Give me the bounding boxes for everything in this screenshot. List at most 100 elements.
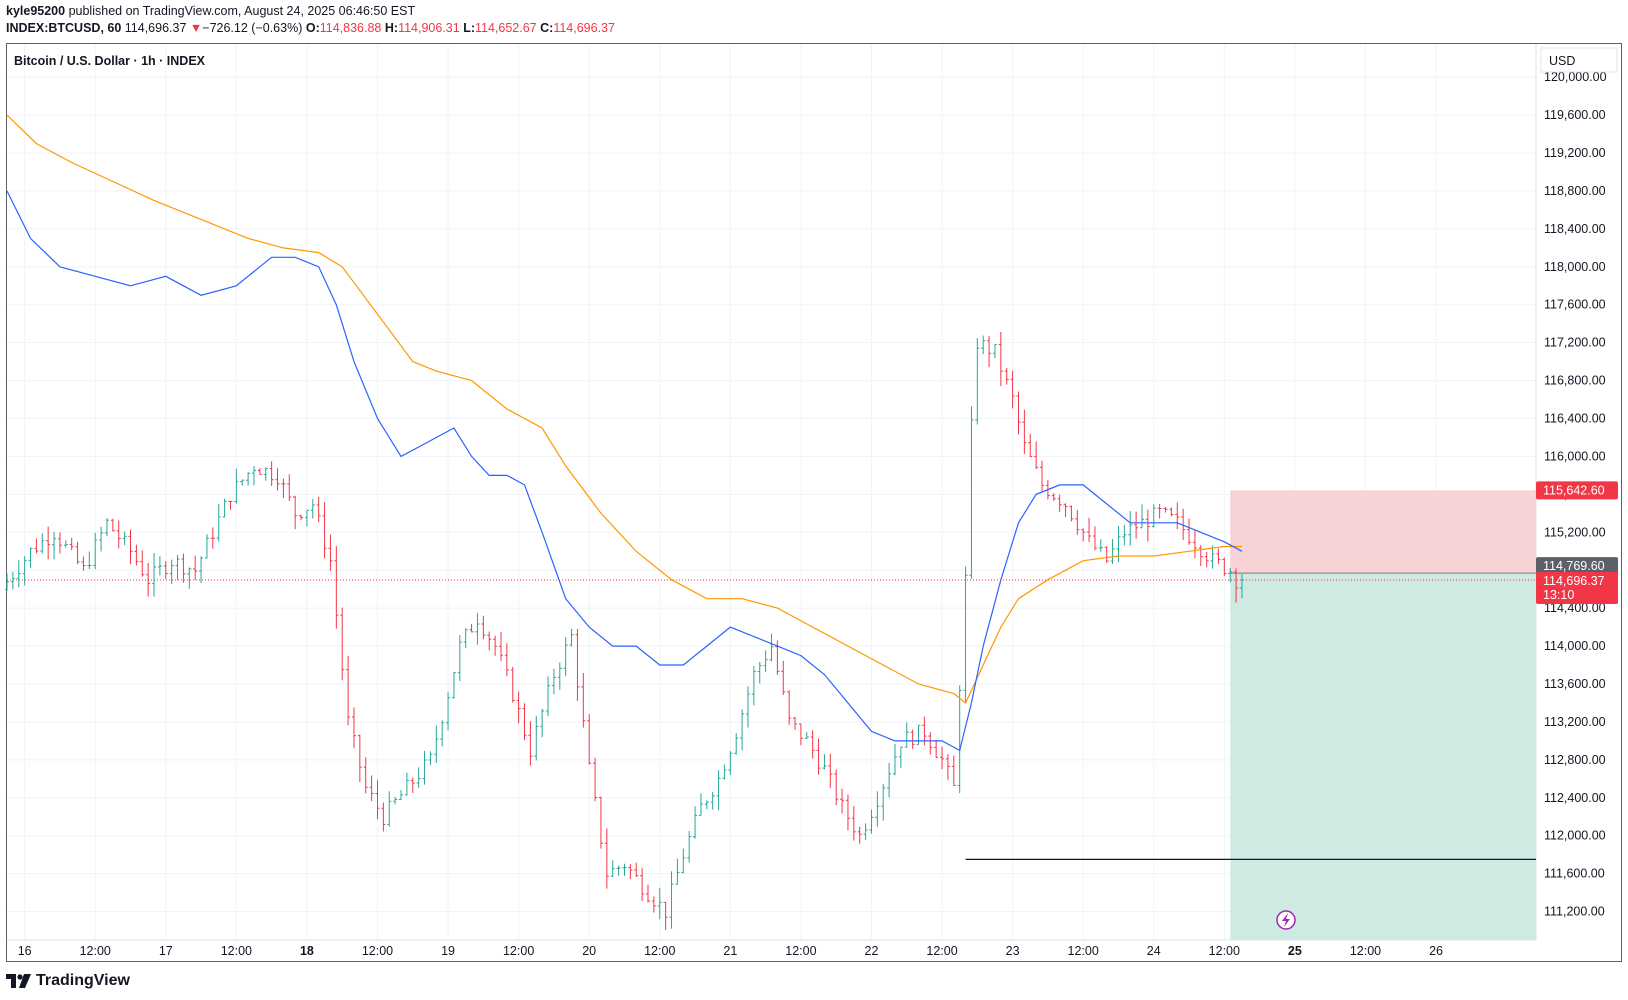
candle-down[interactable] [1081, 528, 1086, 542]
candle-down[interactable] [193, 555, 198, 580]
candle-down[interactable] [781, 660, 786, 695]
candle-up[interactable] [904, 722, 909, 748]
candle-up[interactable] [704, 800, 709, 810]
candle-down[interactable] [275, 468, 280, 491]
candle-down[interactable] [1034, 441, 1039, 470]
candle-down[interactable] [628, 864, 633, 879]
candle-down[interactable] [228, 500, 233, 510]
candle-down[interactable] [798, 723, 803, 746]
candle-down[interactable] [510, 666, 515, 703]
candle-up[interactable] [763, 650, 768, 673]
candle-down[interactable] [75, 541, 80, 565]
candle-up[interactable] [40, 533, 45, 554]
candle-down[interactable] [598, 796, 603, 849]
candle-down[interactable] [469, 623, 474, 633]
candle-up[interactable] [869, 809, 874, 834]
currency-button[interactable] [1540, 47, 1618, 73]
candle-up[interactable] [892, 744, 897, 776]
candle-up[interactable] [916, 724, 921, 745]
candle-up[interactable] [716, 770, 721, 811]
candle-up[interactable] [769, 633, 774, 662]
candle-up[interactable] [1110, 538, 1115, 564]
candle-up[interactable] [99, 526, 104, 552]
candle-down[interactable] [134, 544, 139, 566]
candle-down[interactable] [593, 757, 598, 802]
candle-up[interactable] [240, 479, 245, 486]
candle-down[interactable] [34, 538, 39, 554]
candle-down[interactable] [1069, 505, 1074, 522]
candle-down[interactable] [634, 862, 639, 878]
candle-down[interactable] [840, 788, 845, 814]
candle-up[interactable] [693, 806, 698, 839]
candle-up[interactable] [757, 661, 762, 684]
candle-down[interactable] [604, 828, 609, 889]
candle-up[interactable] [863, 823, 868, 840]
candle-down[interactable] [498, 631, 503, 662]
candle-up[interactable] [751, 666, 756, 706]
candle-up[interactable] [434, 725, 439, 763]
candle-up[interactable] [399, 790, 404, 800]
candle-down[interactable] [1216, 548, 1221, 564]
candle-up[interactable] [87, 551, 92, 570]
candle-up[interactable] [975, 337, 980, 425]
alert-bolt-icon[interactable] [1276, 910, 1296, 930]
candle-down[interactable] [1234, 568, 1239, 603]
candle-up[interactable] [169, 559, 174, 585]
candle-down[interactable] [998, 331, 1003, 387]
candle-up[interactable] [22, 556, 27, 586]
candle-down[interactable] [951, 755, 956, 786]
candle-up[interactable] [992, 343, 997, 359]
candle-down[interactable] [1063, 503, 1068, 518]
candle-down[interactable] [1187, 518, 1192, 545]
candle-up[interactable] [246, 472, 251, 486]
candle-down[interactable] [322, 502, 327, 559]
candle-down[interactable] [828, 753, 833, 789]
candle-down[interactable] [57, 532, 62, 554]
candle-up[interactable] [1139, 504, 1144, 529]
candle-down[interactable] [945, 754, 950, 780]
candle-down[interactable] [834, 769, 839, 806]
candle-up[interactable] [1128, 511, 1133, 546]
candle-down[interactable] [281, 478, 286, 499]
candle-down[interactable] [504, 643, 509, 677]
candle-down[interactable] [1163, 506, 1168, 513]
candle-down[interactable] [410, 777, 415, 794]
candle-down[interactable] [81, 556, 86, 571]
candle-up[interactable] [1210, 545, 1215, 569]
candle-down[interactable] [816, 738, 821, 775]
candle-up[interactable] [152, 552, 157, 597]
candle-up[interactable] [16, 560, 21, 588]
candle-down[interactable] [140, 550, 145, 577]
candle-up[interactable] [5, 573, 9, 591]
candle-up[interactable] [234, 468, 239, 504]
candle-down[interactable] [1181, 508, 1186, 540]
candle-down[interactable] [928, 732, 933, 755]
candle-up[interactable] [28, 547, 33, 568]
candle-down[interactable] [1075, 509, 1080, 535]
candle-up[interactable] [463, 628, 468, 649]
candle-up[interactable] [957, 685, 962, 794]
candle-up[interactable] [199, 556, 204, 584]
candle-down[interactable] [375, 780, 380, 820]
candle-down[interactable] [651, 896, 656, 913]
candle-up[interactable] [887, 762, 892, 798]
reward-zone[interactable] [1230, 573, 1536, 940]
candle-down[interactable] [346, 655, 351, 726]
candle-down[interactable] [1040, 460, 1045, 492]
candle-down[interactable] [1028, 433, 1033, 458]
candle-down[interactable] [1051, 493, 1056, 502]
candle-down[interactable] [357, 734, 362, 782]
candle-down[interactable] [522, 703, 527, 741]
candle-down[interactable] [1057, 494, 1062, 513]
candle-up[interactable] [622, 863, 627, 876]
candle-up[interactable] [728, 751, 733, 776]
candle-down[interactable] [340, 607, 345, 681]
candle-up[interactable] [1098, 539, 1103, 552]
candle-up[interactable] [616, 865, 621, 876]
candle-down[interactable] [69, 537, 74, 551]
candle-up[interactable] [1228, 567, 1233, 583]
candle-up[interactable] [687, 831, 692, 863]
candle-up[interactable] [881, 784, 886, 821]
candle-down[interactable] [581, 672, 586, 728]
candle-up[interactable] [422, 750, 427, 785]
